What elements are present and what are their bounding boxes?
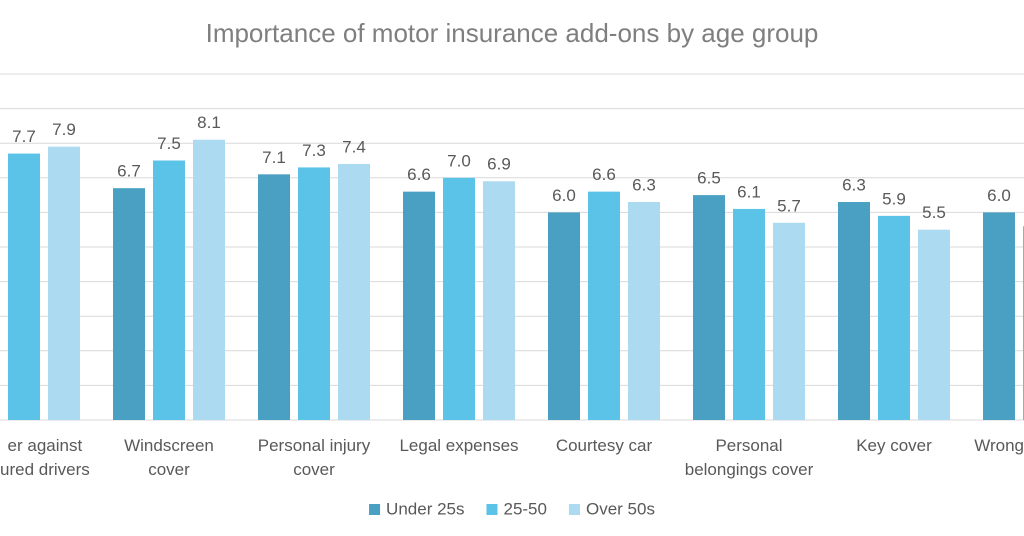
bar	[548, 212, 580, 420]
value-label: 7.3	[302, 141, 326, 160]
bar	[733, 208, 765, 420]
bar	[693, 195, 725, 420]
value-label: 5.5	[922, 203, 946, 222]
value-label: 6.9	[487, 155, 511, 174]
value-label: 7.7	[12, 127, 36, 146]
bar	[258, 174, 290, 420]
bar	[153, 160, 185, 420]
bar	[443, 177, 475, 420]
x-tick-label: Personal belongings cover	[685, 436, 814, 479]
legend-label: 25-50	[503, 499, 546, 518]
x-tick-label: Windscreen cover	[124, 436, 214, 479]
value-label: 6.0	[552, 186, 576, 205]
bar	[48, 146, 80, 420]
bar	[838, 202, 870, 420]
bar	[338, 163, 370, 420]
x-tick-label: Personal injury cover	[258, 436, 371, 479]
bar	[403, 191, 435, 420]
x-tick-label: Legal expenses	[399, 436, 518, 455]
value-label: 5.9	[882, 189, 906, 208]
bars	[8, 139, 1024, 421]
bar	[773, 222, 805, 420]
x-tick-label: er against ured drivers	[0, 436, 90, 479]
bar	[983, 212, 1015, 420]
value-label: 6.7	[117, 162, 141, 181]
x-tick-label: Courtesy car	[556, 436, 653, 455]
legend-label: Over 50s	[586, 499, 655, 518]
value-label: 5.7	[777, 196, 801, 215]
legend-swatch	[369, 504, 381, 515]
legend: Under 25s 25-50 Over 50s	[369, 499, 655, 518]
value-label: 6.0	[987, 186, 1011, 205]
legend-label: Under 25s	[386, 499, 464, 518]
x-tick-label: Key cover	[856, 436, 932, 455]
value-label: 6.3	[842, 176, 866, 195]
bar	[483, 181, 515, 420]
value-label: 6.5	[697, 169, 721, 188]
value-label: 7.4	[342, 137, 366, 156]
legend-swatch	[568, 504, 580, 515]
value-label: 7.0	[447, 151, 471, 170]
bar	[298, 167, 330, 420]
bar	[588, 191, 620, 420]
value-label: 7.9	[52, 120, 76, 139]
value-label: 6.1	[737, 182, 761, 201]
bar	[113, 188, 145, 420]
bar	[918, 229, 950, 420]
bar	[193, 139, 225, 421]
value-label: 6.3	[632, 176, 656, 195]
bar	[628, 202, 660, 420]
bar	[8, 153, 40, 420]
value-label: 8.1	[197, 113, 221, 132]
value-label: 7.1	[262, 148, 286, 167]
value-label: 6.6	[407, 165, 431, 184]
value-label: 7.5	[157, 134, 181, 153]
bar	[878, 215, 910, 420]
x-tick-label: Wrong	[974, 436, 1024, 455]
chart-title: Importance of motor insurance add-ons by…	[206, 18, 819, 48]
legend-swatch	[486, 504, 498, 515]
value-label: 6.6	[592, 165, 616, 184]
